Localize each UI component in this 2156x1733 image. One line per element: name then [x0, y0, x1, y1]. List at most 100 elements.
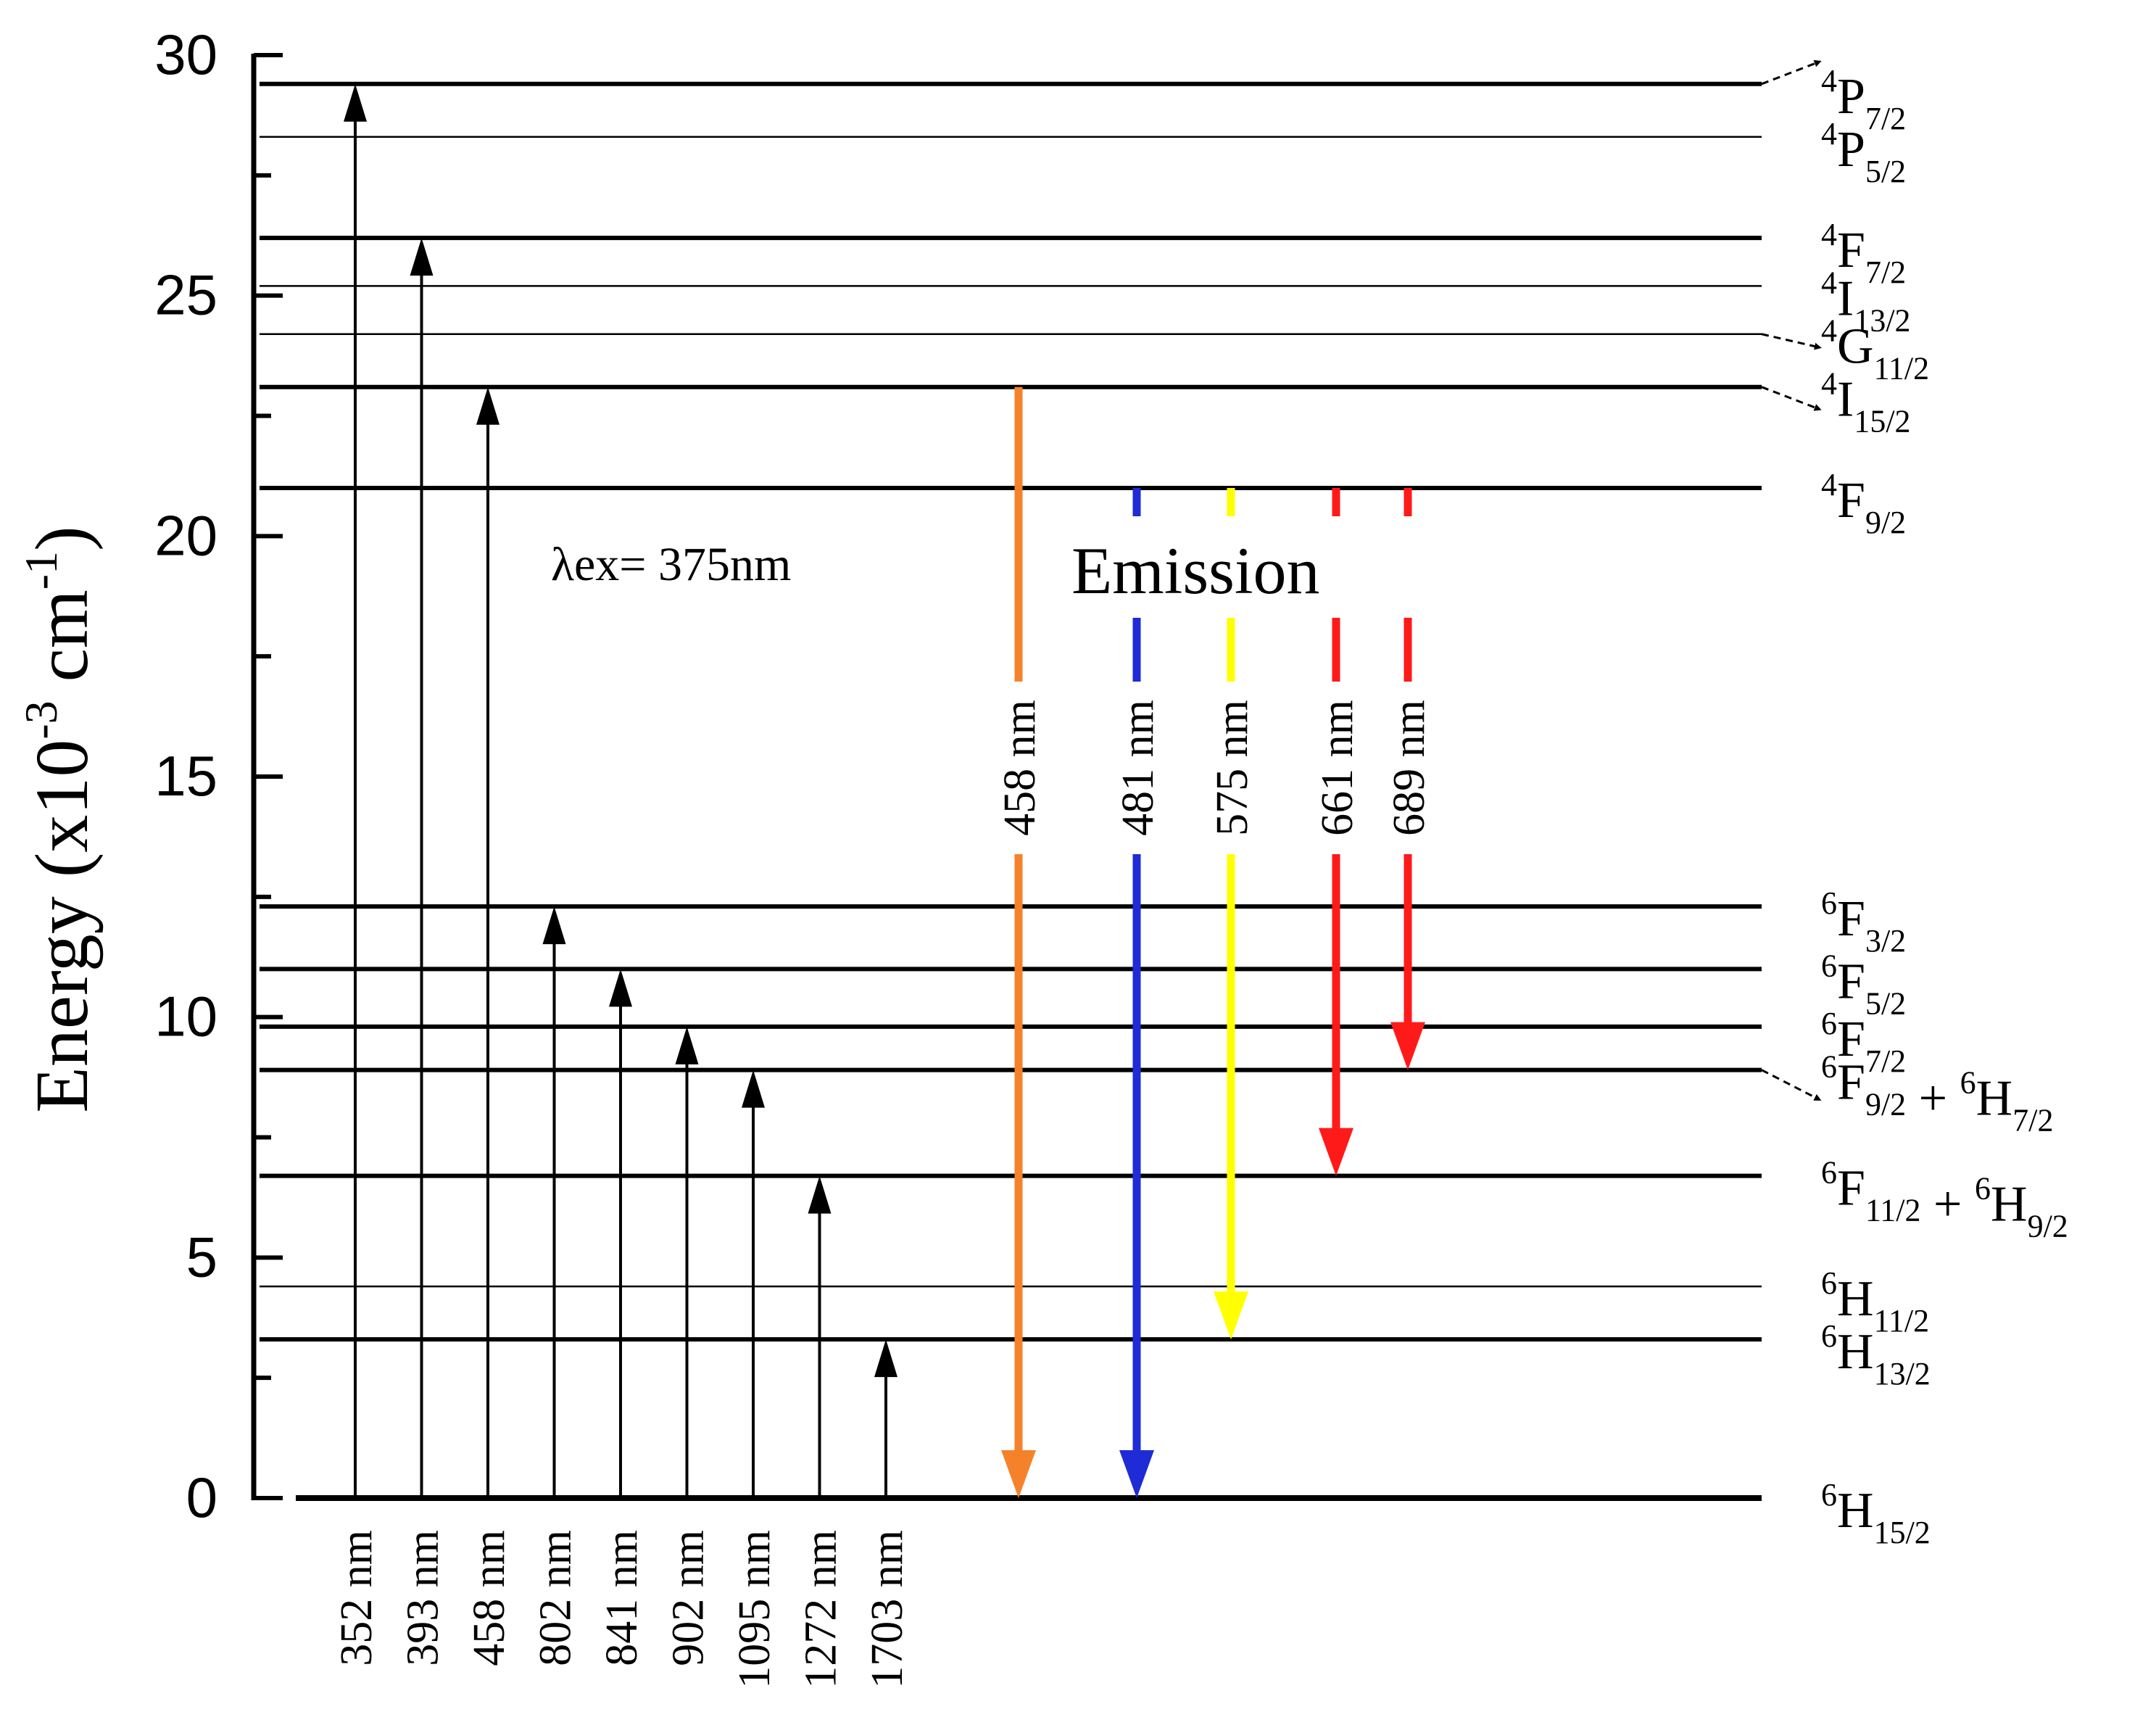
term-multiplicity: 6 — [1821, 1477, 1837, 1513]
term-j-value: 11/2 — [1865, 1193, 1921, 1228]
y-axis: 0 5 10 15 20 25 30 — [154, 22, 283, 1529]
emission-arrow-head — [1119, 1450, 1154, 1498]
term-letter: G — [1837, 319, 1874, 375]
term-j-value: 13/2 — [1874, 1356, 1931, 1391]
term-letter: F — [1837, 1055, 1865, 1111]
absorption-wavelength-label: 1703 nm — [863, 1530, 912, 1689]
leader-arrow-4I15-2 — [1761, 386, 1822, 411]
term-multiplicity: 6 — [1821, 1049, 1837, 1085]
leader-arrow-4G11-2 — [1761, 333, 1822, 350]
emission-arrow-head — [1390, 1022, 1425, 1070]
term-multiplicity: 6 — [1821, 1155, 1837, 1191]
y-axis-title: Energy (x10-3 cm-1) — [15, 526, 104, 1112]
term-letter: F — [1837, 473, 1865, 529]
y-axis-tick-label: 30 — [154, 22, 217, 86]
leader-arrow-6F9-2 — [1761, 1069, 1822, 1101]
term-multiplicity: 6 — [1821, 1006, 1837, 1041]
emission-arrow-head — [1001, 1450, 1036, 1498]
y-axis-title-unit: cm — [20, 590, 104, 700]
term-label-4P5-2: 4P5/2 — [1821, 116, 1906, 189]
term-multiplicity: 6 — [1821, 1265, 1837, 1301]
absorption-wavelength-label: 902 nm — [664, 1530, 713, 1666]
y-axis-ticks: 0 5 10 15 20 25 30 — [154, 22, 283, 1529]
term-multiplicity: 6 — [1960, 1065, 1976, 1101]
term-label-6F7-2: 6F7/2 — [1821, 1006, 1906, 1079]
term-letter: P — [1837, 69, 1865, 125]
term-letter: H — [1991, 1177, 2028, 1233]
absorption-arrow-head — [542, 906, 566, 945]
absorption-wavelength-label: 841 nm — [597, 1530, 647, 1666]
term-plus: + — [1921, 1177, 1975, 1233]
term-multiplicity: 6 — [1821, 1318, 1837, 1354]
y-axis-tick-label: 0 — [186, 1465, 217, 1529]
y-axis-tick-label: 10 — [154, 985, 217, 1049]
term-j-value: 9/2 — [1865, 505, 1906, 540]
term-letter: P — [1837, 122, 1865, 178]
term-letter: F — [1837, 954, 1865, 1009]
absorption-transitions: 352 nm 393 nm 458 nm 802 nm 841 nm 902 nm 1095… — [332, 83, 912, 1689]
emission-wavelength-label: 481 nm — [1114, 700, 1163, 836]
term-letter: F — [1837, 1012, 1865, 1067]
excitation-wavelength-label: λex= 375nm — [551, 538, 791, 591]
y-axis-tick-label: 20 — [154, 503, 217, 567]
absorption-arrow-head — [609, 969, 632, 1007]
term-label-6H15-2: 6H15/2 — [1821, 1477, 1931, 1550]
emission-label: Emission — [1071, 534, 1319, 608]
term-multiplicity: 4 — [1821, 63, 1837, 99]
absorption-wavelength-label: 802 nm — [531, 1530, 581, 1666]
term-letter: I — [1837, 270, 1854, 326]
term-multiplicity: 4 — [1821, 467, 1837, 502]
emission-arrow-head — [1319, 1128, 1353, 1176]
term-letter: H — [1837, 1483, 1874, 1539]
term-j-value: 15/2 — [1854, 404, 1910, 439]
term-label-6F5-2: 6F5/2 — [1821, 948, 1906, 1021]
term-multiplicity: 6 — [1821, 948, 1837, 983]
y-axis-tick-label: 25 — [154, 263, 217, 327]
absorption-wavelength-label: 1272 nm — [797, 1530, 846, 1689]
term-letter: I — [1837, 372, 1854, 428]
y-axis-title-exp: -3 — [15, 700, 67, 739]
term-label-4P7-2: 4P7/2 — [1821, 63, 1906, 136]
term-letter: F — [1837, 1161, 1865, 1217]
emission-wavelength-label: 458 nm — [995, 700, 1045, 836]
term-j-value: 7/2 — [1865, 1043, 1906, 1079]
y-axis-tick-label: 5 — [186, 1225, 217, 1289]
term-label-6F9-2: 6F9/2 + 6H7/2 — [1821, 1049, 2053, 1138]
term-label-6H13-2: 6H13/2 — [1821, 1318, 1931, 1391]
term-j-value: 15/2 — [1874, 1515, 1931, 1550]
term-multiplicity: 6 — [1975, 1171, 1991, 1207]
term-j-value: 9/2 — [2028, 1209, 2068, 1244]
term-letter: H — [1976, 1071, 2013, 1127]
y-axis-title-text: Energy (x10 — [20, 740, 104, 1113]
term-multiplicity: 4 — [1821, 366, 1837, 402]
term-j-value: 5/2 — [1865, 154, 1906, 189]
term-j-value: 5/2 — [1865, 985, 1906, 1021]
absorption-wavelength-label: 458 nm — [465, 1530, 514, 1666]
term-label-6F11-2: 6F11/2 + 6H9/2 — [1821, 1155, 2068, 1244]
emission-wavelength-label: 661 nm — [1313, 700, 1362, 836]
absorption-arrow-head — [476, 386, 499, 425]
term-j-value: 7/2 — [1865, 255, 1906, 290]
term-j-value: 3/2 — [1865, 923, 1906, 959]
term-j-value: 13/2 — [1854, 302, 1910, 338]
term-label-6H11-2: 6H11/2 — [1821, 1265, 1929, 1339]
term-j-value: 11/2 — [1874, 1303, 1930, 1339]
term-label-4F9-2: 4F9/2 — [1821, 467, 1906, 540]
term-letter: F — [1837, 891, 1865, 947]
emission-transitions: 458 nm 481 nm 575 nm 661 nm 689 nm — [995, 386, 1434, 1498]
term-multiplicity: 4 — [1821, 265, 1837, 300]
term-label-4I13-2: 4I13/2 — [1821, 265, 1911, 338]
term-j-value: 7/2 — [1865, 101, 1906, 136]
y-axis-title-unit-exp: -1 — [15, 551, 67, 590]
absorption-wavelength-label: 393 nm — [399, 1530, 448, 1666]
term-multiplicity: 6 — [1821, 885, 1837, 921]
term-j-value: 7/2 — [2012, 1103, 2053, 1138]
term-label-4F7-2: 4F7/2 — [1821, 217, 1906, 290]
term-multiplicity: 4 — [1821, 217, 1837, 252]
term-label-4I15-2: 4I15/2 — [1821, 366, 1911, 439]
absorption-arrow-head — [742, 1070, 765, 1108]
term-plus: + — [1906, 1071, 1960, 1127]
term-label-6F3-2: 6F3/2 — [1821, 885, 1906, 959]
